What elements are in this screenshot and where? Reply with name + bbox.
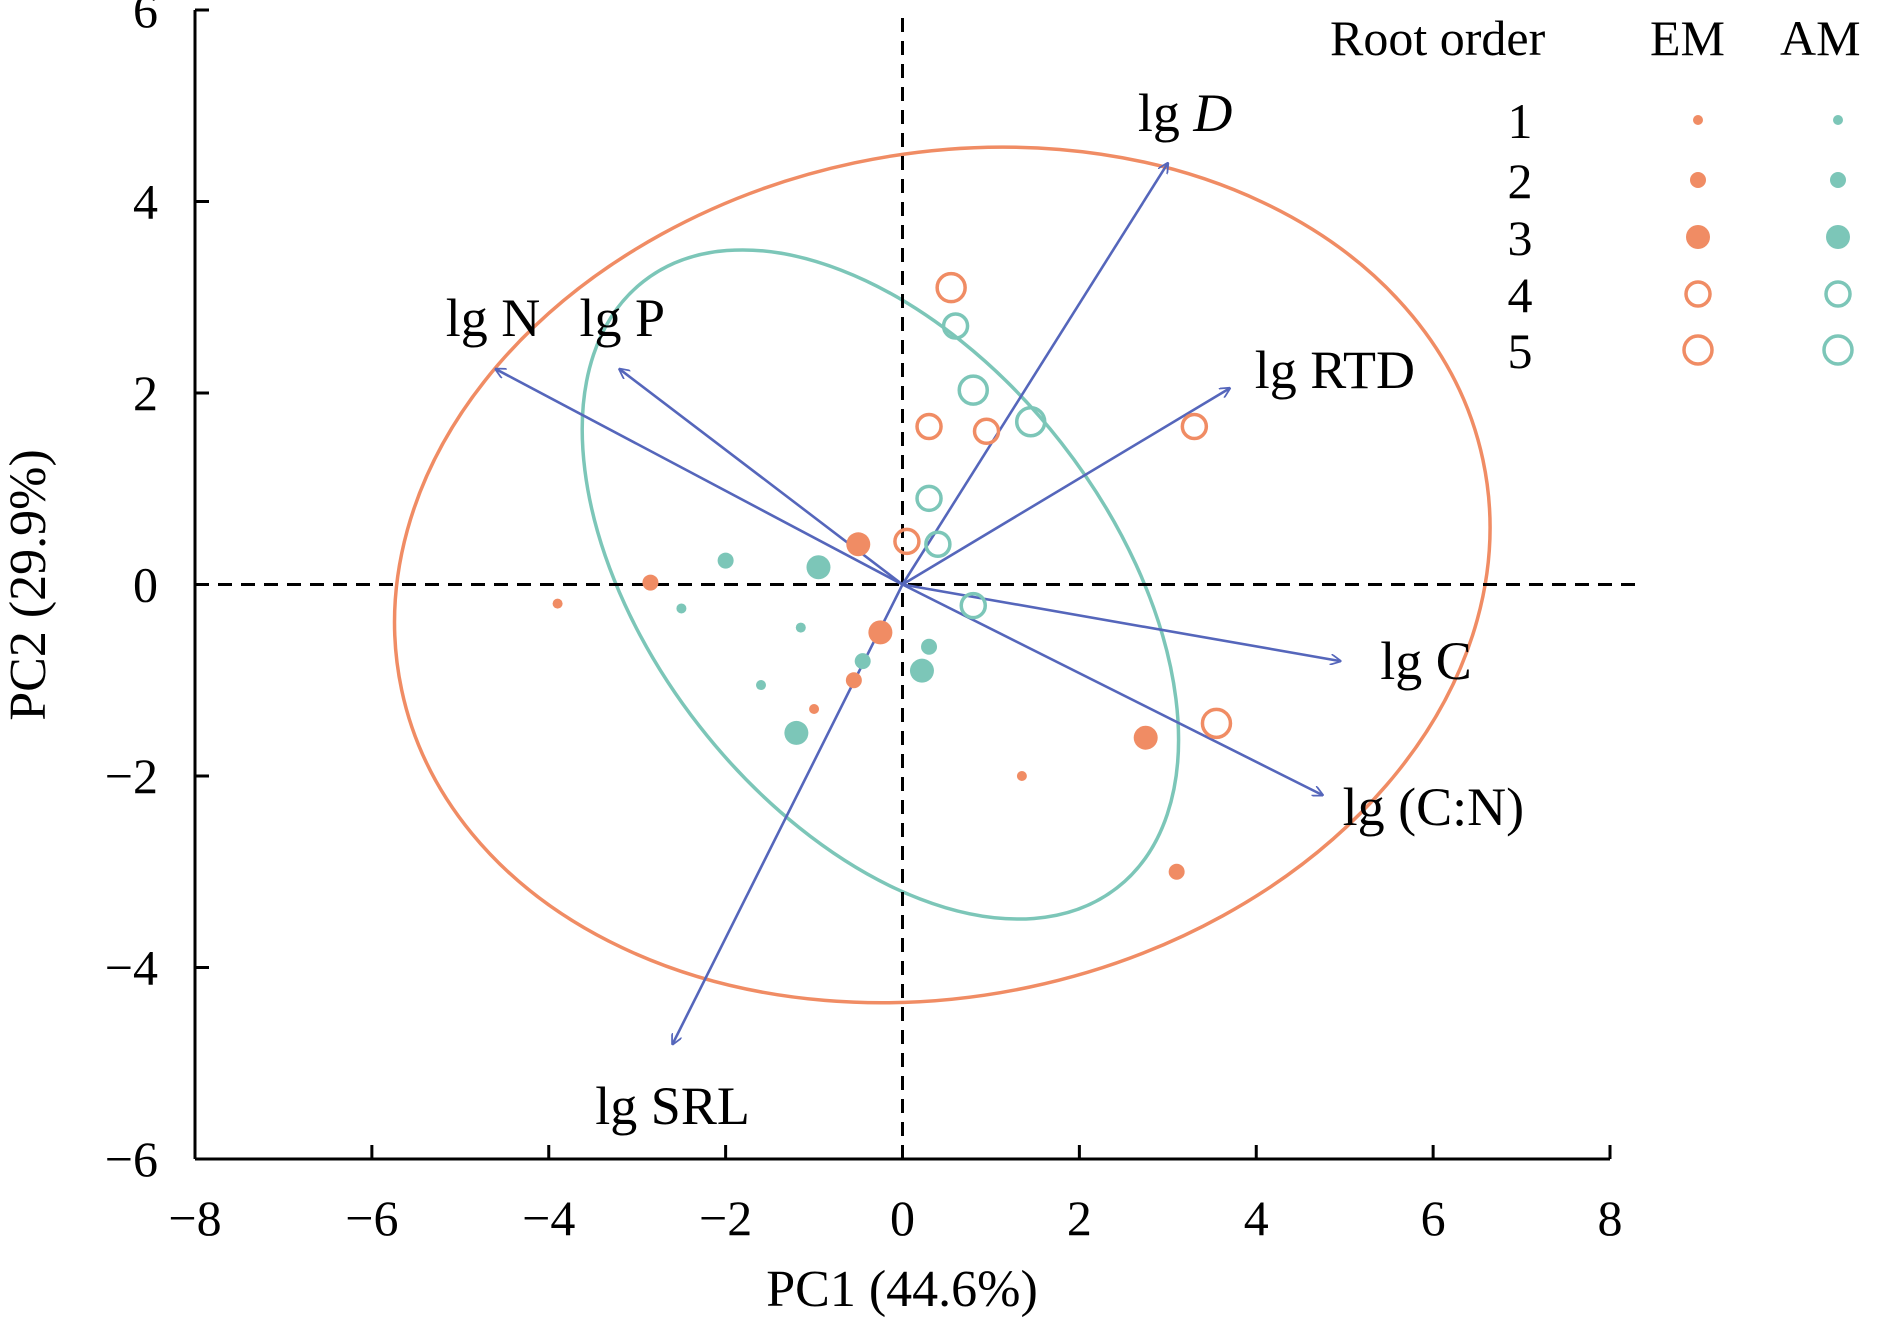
y-axis-title: PC2 (29.9%) bbox=[0, 449, 57, 721]
point-am-1 bbox=[795, 622, 806, 633]
x-tick-label: −8 bbox=[168, 1190, 221, 1246]
point-em-9 bbox=[893, 527, 921, 556]
legend-marker-am-5 bbox=[1822, 334, 1854, 366]
point-am-6 bbox=[806, 555, 831, 580]
point-em-14 bbox=[1200, 707, 1233, 740]
legend-title: Root order bbox=[1330, 10, 1546, 66]
legend-order-label: 2 bbox=[1508, 153, 1533, 209]
y-tick-label: 4 bbox=[133, 174, 158, 230]
point-em-5 bbox=[1168, 863, 1185, 880]
ellipse-em bbox=[392, 145, 1492, 1005]
legend-marker-am-3 bbox=[1826, 225, 1850, 249]
loading-arrow-4 bbox=[902, 583, 1341, 662]
y-tick-label: −2 bbox=[105, 748, 158, 804]
point-am-5 bbox=[921, 638, 938, 655]
legend-order-label: 5 bbox=[1508, 323, 1533, 379]
point-em-4 bbox=[845, 672, 862, 689]
loading-label: lg (C:N) bbox=[1343, 777, 1525, 837]
loading-arrow-3 bbox=[901, 388, 1230, 586]
loading-labels: lg D lg N lg P lg RTD lg C lg (C:N) lg SRL bbox=[446, 83, 1524, 1136]
legend-marker-em-1 bbox=[1693, 115, 1703, 125]
point-am-10 bbox=[915, 484, 943, 513]
legend-order-label: 3 bbox=[1508, 210, 1533, 266]
loading-arrow-0 bbox=[901, 163, 1168, 586]
point-am-13 bbox=[957, 374, 989, 406]
y-tick-label: −4 bbox=[105, 940, 158, 996]
legend-marker-em-3 bbox=[1686, 225, 1710, 249]
point-am-7 bbox=[784, 720, 809, 745]
x-tick-label: −6 bbox=[345, 1190, 398, 1246]
point-em-11 bbox=[972, 417, 1001, 446]
legend-marker-am-4 bbox=[1824, 280, 1852, 308]
point-am-12 bbox=[959, 591, 987, 620]
point-em-7 bbox=[868, 620, 893, 645]
x-tick-label: −2 bbox=[699, 1190, 752, 1246]
legend-order-label: 1 bbox=[1508, 93, 1533, 149]
confidence-ellipses bbox=[392, 145, 1492, 1005]
point-am-3 bbox=[717, 552, 734, 569]
loading-label: lg SRL bbox=[595, 1076, 750, 1136]
legend-marker-em-2 bbox=[1690, 172, 1706, 188]
legend-marker-em-4 bbox=[1684, 280, 1712, 308]
legend-marker-am-1 bbox=[1833, 115, 1843, 125]
loading-label: lg P bbox=[580, 288, 666, 348]
loading-arrow-1 bbox=[496, 369, 904, 586]
point-em-12 bbox=[1180, 412, 1209, 441]
y-tick-label: 0 bbox=[133, 557, 158, 613]
legend-column-em: EM bbox=[1650, 10, 1725, 66]
x-tick-label: 6 bbox=[1421, 1190, 1446, 1246]
x-tick-label: 0 bbox=[890, 1190, 915, 1246]
point-em-8 bbox=[1133, 725, 1158, 750]
loading-label: lg D bbox=[1138, 83, 1233, 143]
point-am-9 bbox=[941, 312, 970, 340]
point-em-2 bbox=[1016, 771, 1027, 781]
x-axis-title: PC1 (44.6%) bbox=[766, 1261, 1038, 1318]
legend-column-am: AM bbox=[1780, 10, 1861, 66]
x-tick-label: 4 bbox=[1244, 1190, 1269, 1246]
point-am-8 bbox=[909, 658, 934, 683]
zero-reference-lines bbox=[195, 18, 1640, 1159]
y-tick-label: 2 bbox=[133, 365, 158, 421]
point-em-3 bbox=[642, 574, 659, 591]
ellipse-am bbox=[580, 248, 1181, 921]
point-em-6 bbox=[846, 532, 871, 557]
point-am-0 bbox=[676, 603, 687, 614]
loading-arrow-5 bbox=[901, 583, 1323, 796]
point-em-0 bbox=[552, 598, 563, 609]
point-em-1 bbox=[809, 703, 820, 714]
point-em-13 bbox=[935, 271, 967, 304]
point-am-2 bbox=[756, 680, 766, 691]
loading-label: lg N bbox=[446, 288, 541, 348]
loading-arrow-6 bbox=[673, 583, 904, 1045]
y-tick-label: −6 bbox=[105, 1131, 158, 1187]
legend-marker-em-5 bbox=[1682, 334, 1714, 366]
x-tick-label: −4 bbox=[522, 1190, 575, 1246]
data-points bbox=[552, 271, 1233, 880]
point-am-11 bbox=[924, 530, 952, 559]
point-am-14 bbox=[1014, 405, 1047, 438]
point-em-10 bbox=[915, 412, 943, 441]
x-tick-label: 2 bbox=[1067, 1190, 1092, 1246]
point-am-4 bbox=[854, 653, 871, 670]
loading-label: lg C bbox=[1380, 631, 1472, 691]
legend-order-label: 4 bbox=[1508, 267, 1533, 323]
y-tick-label: 6 bbox=[133, 0, 158, 38]
loading-label: lg RTD bbox=[1255, 340, 1415, 400]
legend-marker-am-2 bbox=[1830, 172, 1846, 188]
x-tick-label: 8 bbox=[1598, 1190, 1623, 1246]
